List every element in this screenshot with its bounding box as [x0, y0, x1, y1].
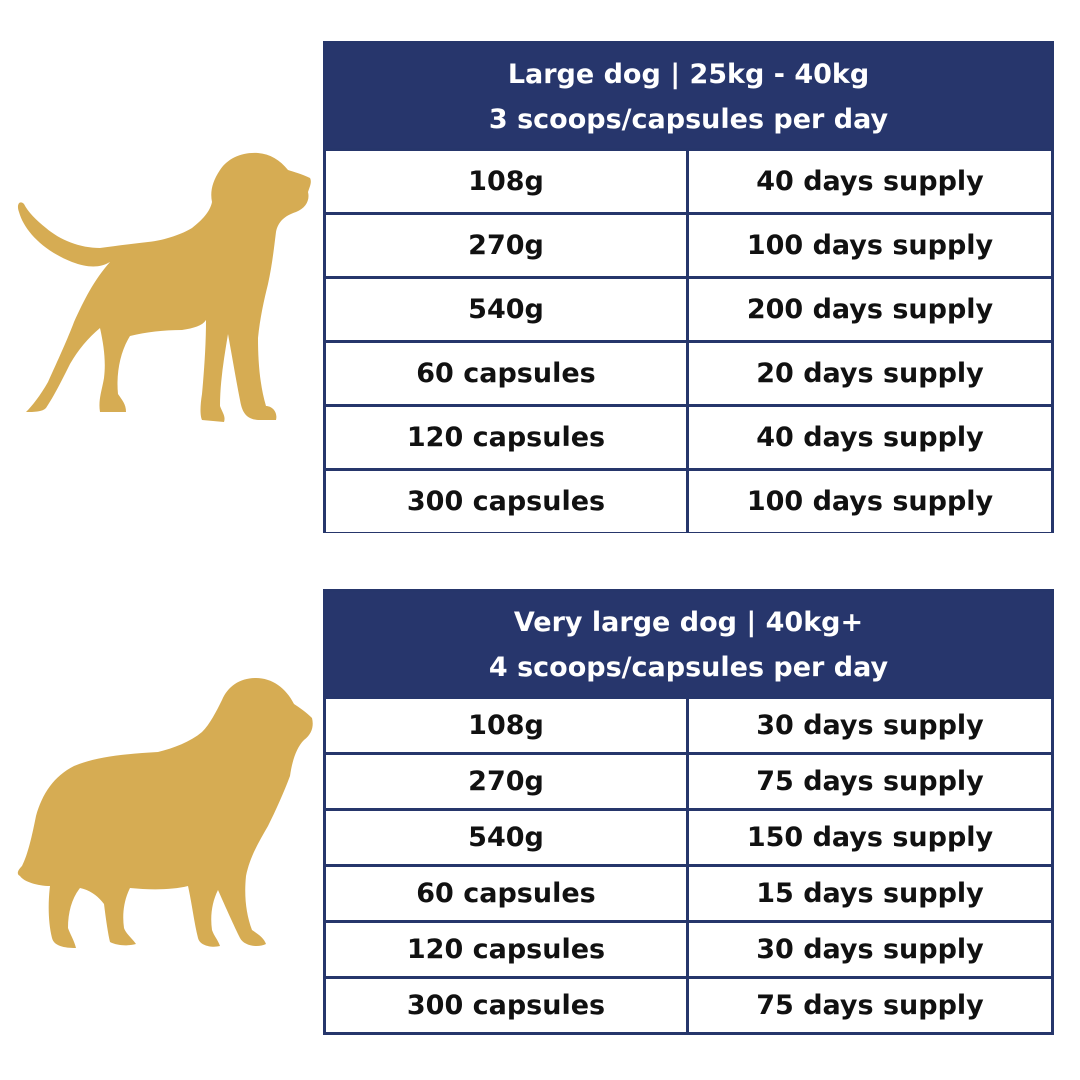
table-row: 60 capsules 15 days supply [326, 867, 1051, 920]
table-subtitle: 3 scoops/capsules per day [488, 104, 889, 135]
table-row: 60 capsules 20 days supply [326, 343, 1051, 404]
pack-size-cell: 300 capsules [326, 979, 686, 1032]
pack-size-cell: 60 capsules [326, 343, 686, 404]
pack-size-cell: 108g [326, 699, 686, 752]
table-row: 108g 30 days supply [326, 699, 1051, 752]
table-row: 540g 200 days supply [326, 279, 1051, 340]
table-row: 108g 40 days supply [326, 151, 1051, 212]
table-subtitle: 4 scoops/capsules per day [488, 652, 889, 683]
supply-cell: 100 days supply [689, 215, 1051, 276]
pack-size-cell: 540g [326, 279, 686, 340]
supply-cell: 40 days supply [689, 407, 1051, 468]
table-header: Large dog | 25kg - 40kg 3 scoops/capsule… [326, 44, 1051, 148]
table-title: Large dog | 25kg - 40kg [507, 59, 870, 90]
table-row: 120 capsules 30 days supply [326, 923, 1051, 976]
pack-size-cell: 270g [326, 755, 686, 808]
dosage-table-very-large-dog: Very large dog | 40kg+ 4 scoops/capsules… [323, 589, 1054, 1035]
pack-size-cell: 540g [326, 811, 686, 864]
dosage-table-large-dog: Large dog | 25kg - 40kg 3 scoops/capsule… [323, 41, 1054, 533]
pack-size-cell: 60 capsules [326, 867, 686, 920]
pack-size-cell: 120 capsules [326, 407, 686, 468]
pack-size-cell: 270g [326, 215, 686, 276]
supply-cell: 40 days supply [689, 151, 1051, 212]
table-row: 270g 75 days supply [326, 755, 1051, 808]
large-dog-icon [14, 150, 316, 426]
table-header: Very large dog | 40kg+ 4 scoops/capsules… [326, 592, 1051, 696]
table-title: Very large dog | 40kg+ [513, 607, 864, 638]
supply-cell: 30 days supply [689, 923, 1051, 976]
table-row: 300 capsules 75 days supply [326, 979, 1051, 1032]
supply-cell: 75 days supply [689, 979, 1051, 1032]
supply-cell: 20 days supply [689, 343, 1051, 404]
supply-cell: 100 days supply [689, 471, 1051, 532]
supply-cell: 30 days supply [689, 699, 1051, 752]
pack-size-cell: 300 capsules [326, 471, 686, 532]
very-large-dog-icon [14, 676, 316, 954]
table-row: 300 capsules 100 days supply [326, 471, 1051, 532]
supply-cell: 150 days supply [689, 811, 1051, 864]
supply-cell: 200 days supply [689, 279, 1051, 340]
table-row: 120 capsules 40 days supply [326, 407, 1051, 468]
pack-size-cell: 120 capsules [326, 923, 686, 976]
supply-cell: 75 days supply [689, 755, 1051, 808]
table-row: 540g 150 days supply [326, 811, 1051, 864]
pack-size-cell: 108g [326, 151, 686, 212]
table-row: 270g 100 days supply [326, 215, 1051, 276]
supply-cell: 15 days supply [689, 867, 1051, 920]
